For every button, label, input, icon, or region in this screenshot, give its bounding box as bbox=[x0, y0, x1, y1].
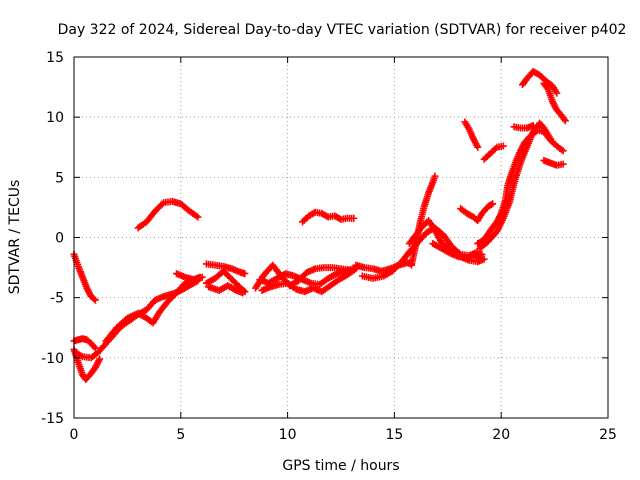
grid-lines bbox=[74, 57, 608, 418]
plus-marker bbox=[560, 115, 568, 123]
plus-marker bbox=[529, 122, 537, 130]
chart-title: Day 322 of 2024, Sidereal Day-to-day VTE… bbox=[58, 22, 627, 38]
data-series bbox=[70, 250, 99, 304]
y-tick-label: -5 bbox=[50, 291, 64, 307]
y-axis-label: SDTVAR / TECUs bbox=[7, 180, 23, 295]
data-series bbox=[461, 118, 482, 151]
y-tick-label: -10 bbox=[41, 351, 64, 367]
plus-marker bbox=[239, 289, 247, 297]
data-series bbox=[134, 197, 202, 232]
data-series bbox=[299, 208, 358, 226]
plus-marker bbox=[90, 295, 98, 303]
axis-ticks: 0 5 10 15 20 25 15 10 5 0 -5 -10 -15 bbox=[41, 50, 617, 443]
data-series bbox=[429, 240, 486, 262]
x-tick-label: 15 bbox=[385, 427, 403, 443]
plus-marker bbox=[196, 273, 204, 281]
plus-marker bbox=[241, 270, 249, 278]
plus-marker bbox=[480, 255, 488, 263]
plus-marker bbox=[561, 117, 569, 125]
plus-marker bbox=[158, 200, 166, 208]
data-series bbox=[202, 267, 249, 296]
data-series bbox=[102, 273, 206, 345]
y-tick-label: 0 bbox=[55, 231, 64, 247]
data-series bbox=[510, 122, 537, 132]
plus-marker bbox=[474, 143, 482, 151]
y-tick-label: -15 bbox=[41, 411, 64, 427]
data-series bbox=[258, 265, 360, 296]
plus-marker bbox=[431, 172, 439, 180]
x-tick-label: 25 bbox=[599, 427, 617, 443]
plus-marker bbox=[553, 89, 561, 97]
plus-marker bbox=[91, 344, 99, 352]
data-series bbox=[202, 260, 249, 278]
plus-marker bbox=[194, 213, 202, 221]
data-series bbox=[476, 119, 554, 252]
plus-marker bbox=[543, 84, 551, 92]
plus-marker bbox=[559, 147, 567, 155]
data-series bbox=[540, 79, 569, 125]
data-series bbox=[540, 156, 567, 169]
data-series bbox=[480, 142, 507, 163]
data-points bbox=[70, 67, 569, 383]
plus-marker bbox=[546, 135, 554, 143]
data-series bbox=[474, 126, 567, 248]
data-series bbox=[457, 200, 497, 225]
plus-marker bbox=[350, 214, 358, 222]
y-tick-label: 5 bbox=[55, 170, 64, 186]
x-tick-label: 10 bbox=[279, 427, 297, 443]
y-tick-label: 10 bbox=[46, 110, 64, 126]
x-tick-label: 0 bbox=[70, 427, 79, 443]
x-tick-label: 5 bbox=[176, 427, 185, 443]
plus-marker bbox=[487, 201, 495, 209]
plus-marker bbox=[91, 296, 99, 304]
data-series bbox=[173, 270, 204, 284]
x-axis-label: GPS time / hours bbox=[282, 458, 399, 474]
data-series bbox=[352, 259, 415, 275]
data-series bbox=[519, 67, 561, 97]
x-tick-label: 20 bbox=[492, 427, 510, 443]
plus-marker bbox=[499, 142, 507, 150]
data-series bbox=[407, 172, 439, 269]
plus-marker bbox=[489, 200, 497, 208]
data-series bbox=[70, 345, 104, 383]
data-series bbox=[205, 282, 247, 297]
plus-marker bbox=[478, 250, 486, 258]
plus-marker bbox=[96, 355, 104, 363]
data-series bbox=[70, 335, 99, 352]
y-tick-label: 15 bbox=[46, 50, 64, 66]
plus-marker bbox=[559, 160, 567, 168]
